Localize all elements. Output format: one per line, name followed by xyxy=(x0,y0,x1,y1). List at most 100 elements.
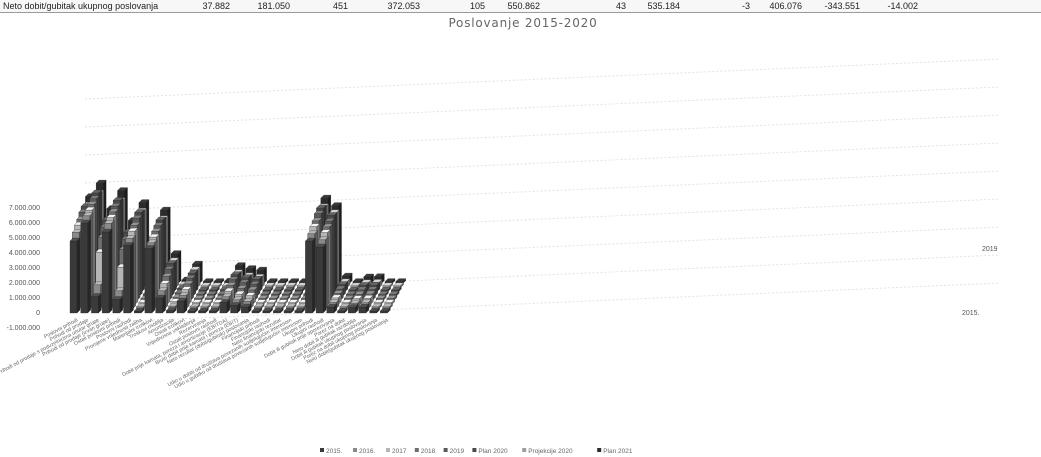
bar xyxy=(209,286,220,293)
gridline xyxy=(84,198,1001,240)
legend-label: Plan 2021 xyxy=(603,448,633,455)
bar xyxy=(273,286,284,293)
bar xyxy=(208,307,220,314)
legend-item: 2017 xyxy=(386,448,407,455)
bar xyxy=(213,278,225,284)
bar xyxy=(380,286,391,293)
bar xyxy=(281,290,293,297)
legend-swatch xyxy=(320,448,324,452)
gridlines xyxy=(84,58,1001,324)
row-value: -14.002 xyxy=(887,1,918,11)
bar xyxy=(375,295,387,301)
gridline xyxy=(84,170,1001,212)
legend-swatch xyxy=(386,448,390,452)
bar xyxy=(187,307,199,314)
bar xyxy=(198,307,209,314)
bar xyxy=(286,282,297,289)
bar xyxy=(315,243,327,314)
bar xyxy=(292,290,304,297)
y-tick-label: 5.000.000 xyxy=(9,235,40,242)
row-value: 535.184 xyxy=(647,1,680,11)
row-value: 372.053 xyxy=(387,1,420,11)
row-value: -343.551 xyxy=(824,1,860,11)
bar xyxy=(275,303,286,310)
bar xyxy=(382,282,394,289)
bar xyxy=(211,282,222,289)
legend-label: Plan 2020 xyxy=(478,448,508,455)
gridline xyxy=(84,114,1001,156)
gridline xyxy=(84,86,1001,128)
legend-item: 2018 xyxy=(414,448,436,455)
y-tick-label: 2.000.000 xyxy=(9,280,40,287)
bar xyxy=(373,299,385,305)
bar xyxy=(196,290,207,297)
bar xyxy=(262,307,273,314)
y-tick-label: 0 xyxy=(36,310,40,317)
y-tick-label: 3.000.000 xyxy=(9,265,40,272)
y-axis-ticks: -1.000.000 0 1.000.000 2.000.000 3.000.000 4.… xyxy=(7,205,41,332)
legend-swatch xyxy=(472,448,477,452)
gridline xyxy=(84,142,1001,184)
depth-axis-labels: 2015. 2019 xyxy=(962,246,998,317)
bar xyxy=(294,307,306,314)
bar xyxy=(144,245,156,314)
depth-axis-label: 2015. xyxy=(962,310,980,317)
depth-axis-label: 2019 xyxy=(982,246,998,253)
row-label: Neto dobit/gubitak ukupnog poslovanja xyxy=(3,1,159,11)
bar xyxy=(283,286,295,293)
gridline xyxy=(84,282,1001,324)
bar xyxy=(133,307,145,314)
legend-swatch xyxy=(414,448,419,452)
bar xyxy=(69,237,81,314)
bar xyxy=(386,295,398,301)
bar xyxy=(395,278,407,284)
bar xyxy=(230,302,241,314)
legend-label: 2016. xyxy=(359,448,375,455)
gridline xyxy=(84,58,1001,100)
chart-title: Poslovanje 2015-2020 xyxy=(448,16,597,30)
bar xyxy=(326,303,338,314)
bar xyxy=(268,295,280,301)
bar xyxy=(219,299,231,314)
legend-item: Plan 2021 xyxy=(597,448,633,455)
legend-swatch xyxy=(443,448,448,452)
row-value: 43 xyxy=(615,1,626,11)
y-tick-label: 7.000.000 xyxy=(9,205,40,212)
row-value: 550.862 xyxy=(507,1,540,11)
row-value: -3 xyxy=(741,1,750,11)
bar xyxy=(384,299,396,305)
bar xyxy=(202,299,214,305)
bar xyxy=(272,307,284,314)
legend-item: 2016. xyxy=(353,448,375,455)
bar xyxy=(341,299,353,305)
y-tick-label: 6.000.000 xyxy=(9,220,40,227)
legend-swatch xyxy=(597,448,602,452)
bar xyxy=(294,286,306,293)
legend-label: 2017 xyxy=(392,448,407,455)
bar xyxy=(101,228,113,314)
bar xyxy=(165,307,177,314)
bar xyxy=(285,303,297,310)
row-value: 37.882 xyxy=(202,1,230,11)
bar xyxy=(264,282,276,289)
bar xyxy=(262,286,274,293)
row-value: 105 xyxy=(469,1,485,11)
bar xyxy=(345,290,357,297)
y-tick-label: -1.000.000 xyxy=(7,325,41,332)
bar xyxy=(347,304,359,314)
bar xyxy=(279,295,291,301)
bar xyxy=(193,295,205,301)
bar xyxy=(266,278,278,284)
bar xyxy=(369,307,380,314)
bar xyxy=(350,282,362,289)
spreadsheet-top-row: Neto dobit/gubitak ukupnog poslovanja 37… xyxy=(0,0,1041,13)
bar xyxy=(251,307,263,314)
bar xyxy=(123,242,134,314)
legend-swatch xyxy=(522,448,527,452)
chart-3d-column: Poslovanje 2015-2020 -1.000.000 0 1.000.00… xyxy=(0,16,1001,455)
legend-label: Projekcije 2020 xyxy=(528,448,573,455)
legend-label: 2019 xyxy=(450,448,465,455)
bar xyxy=(112,296,124,314)
row-value: 451 xyxy=(332,1,348,11)
